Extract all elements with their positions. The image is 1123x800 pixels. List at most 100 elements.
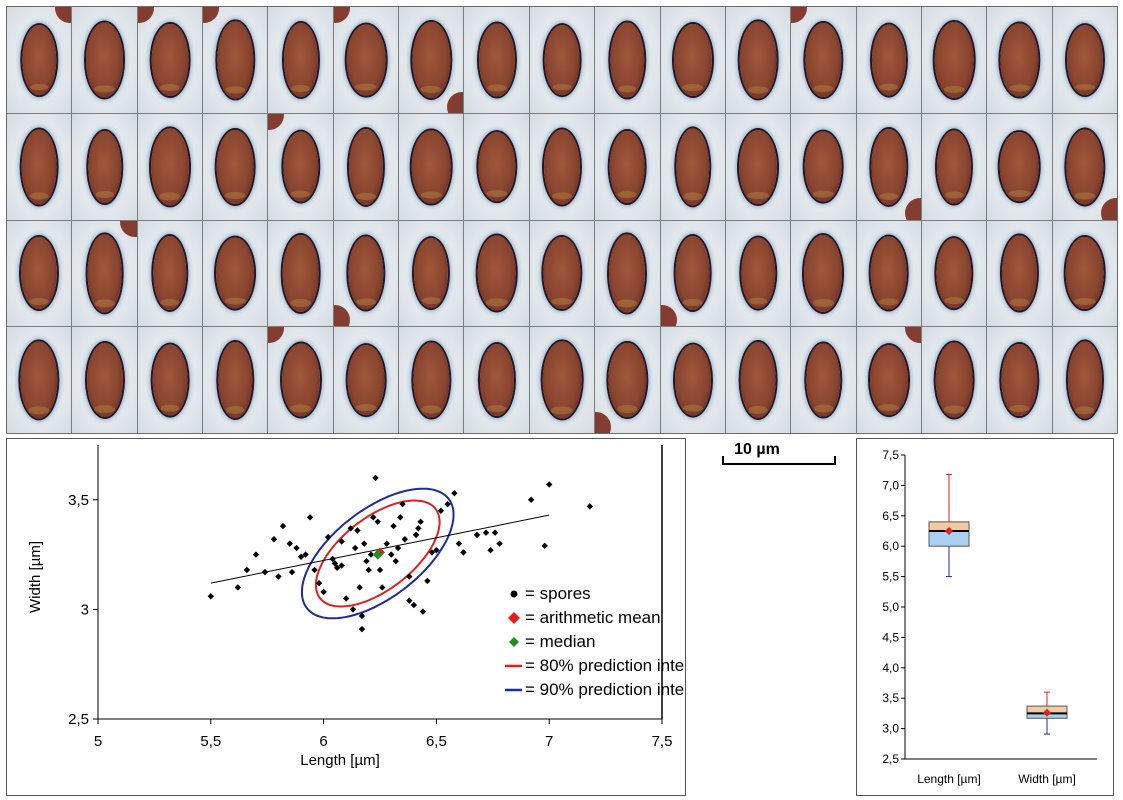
scatter-chart: 5 5,5 6 6,5 7 7,5 2,5 3 3,5 Length [µm] Width [µm]…: [27, 445, 685, 769]
spore-point: [390, 522, 397, 530]
legend-label: = 90% prediction interval ellipse: [525, 680, 685, 699]
spore-photo-tile: [856, 327, 921, 433]
spore-point: [451, 490, 458, 497]
x-tick-label: 7: [545, 733, 553, 750]
spore-photo-tile: [268, 113, 333, 220]
spore-point: [444, 500, 451, 508]
spore-photo-tile: [529, 327, 595, 433]
spore-point: [406, 573, 413, 580]
spore-photo-tile: [464, 7, 529, 113]
spore-image: [20, 341, 58, 419]
spore-image: [609, 234, 646, 312]
spore-image: [870, 236, 908, 310]
spore-photo-tile: [987, 327, 1052, 433]
spore-image: [413, 342, 449, 418]
scale-bar-tick-left: [722, 456, 724, 465]
box-y-tick-label: 4,5: [882, 630, 899, 644]
spore-image: [543, 237, 581, 310]
spore-image: [347, 345, 385, 416]
spore-image: [544, 24, 580, 95]
box-category-label: Width [µm]: [1018, 772, 1076, 786]
spore-point: [365, 566, 372, 574]
spore-point: [311, 566, 318, 574]
spore-image: [150, 128, 189, 206]
spore-image: [1066, 24, 1103, 95]
spore-image: [21, 129, 57, 205]
spore-point: [234, 584, 242, 591]
spore-point: [410, 601, 418, 609]
spore-point: [349, 606, 357, 613]
spore-image: [1066, 129, 1104, 205]
legend-background: [497, 583, 660, 695]
box-y-tick-label: 7,5: [882, 448, 899, 462]
debris-blob: [904, 327, 921, 344]
spore-point: [399, 500, 406, 508]
spore-photo-tile: [791, 113, 856, 220]
ellipse-90-percent: [300, 487, 455, 620]
spore-photo-tile: [595, 7, 660, 113]
spore-image: [479, 344, 514, 417]
spore-photo-tile: [203, 7, 268, 113]
spore-photo-tile: [333, 7, 399, 113]
spore-point: [354, 527, 361, 534]
spore-point: [286, 540, 293, 547]
spore-point: [293, 544, 300, 552]
debris-blob: [268, 113, 285, 130]
legend-label: = spores: [525, 584, 591, 603]
spore-photo-tile: [1052, 220, 1117, 327]
spore-point: [406, 597, 413, 604]
spore-photo-tile: [7, 113, 72, 220]
spore-photo-tile: [856, 113, 921, 220]
spore-photo-tile: [921, 327, 987, 433]
spore-image: [806, 343, 841, 417]
spore-image: [675, 236, 711, 311]
debris-blob: [447, 91, 464, 113]
spore-point: [415, 525, 422, 532]
spore-image: [675, 128, 710, 206]
spore-image: [674, 344, 711, 416]
spore-photo-tile: [660, 113, 725, 220]
spore-point: [496, 540, 503, 547]
scale-bar: 10 µm: [722, 441, 836, 465]
debris-blob: [904, 198, 921, 220]
spore-photo-tile: [725, 7, 791, 113]
spore-point: [473, 531, 481, 539]
spore-point: [455, 540, 463, 547]
spore-image: [542, 341, 582, 419]
spore-photo-tile: [791, 220, 856, 327]
spore-image: [934, 21, 974, 98]
debris-blob: [333, 305, 350, 327]
spore-image: [86, 343, 123, 418]
spore-point: [297, 553, 305, 560]
spore-point: [419, 608, 427, 615]
spore-photo-tile: [595, 113, 660, 220]
spore-photo-tile: [1052, 7, 1117, 113]
box-y-tick-label: 3,5: [882, 691, 899, 705]
spore-photo-tile: [791, 7, 856, 113]
legend-symbol-spore: [510, 590, 518, 598]
spore-photo-grid: [6, 6, 1118, 434]
spore-point: [252, 551, 260, 558]
spore-point: [351, 544, 359, 552]
debris-blob: [120, 220, 137, 237]
spore-point: [361, 540, 368, 547]
boxplot-chart: 2,5 3,0 3,5 4,0 4,5 5,0 5,5 6,0 6,5 7,0 7,5 Length …: [882, 448, 1097, 786]
spore-point: [275, 573, 282, 580]
spore-image: [153, 236, 187, 311]
spore-image: [739, 21, 777, 99]
spore-image: [152, 344, 188, 416]
spore-image: [217, 21, 253, 99]
spore-photo-tile: [921, 113, 987, 220]
spore-image: [22, 24, 56, 95]
spore-image: [414, 238, 449, 309]
box-y-tick-label: 5,5: [882, 570, 899, 584]
spore-point: [487, 547, 494, 554]
legend-label: = median: [525, 632, 595, 651]
spore-image: [610, 22, 645, 98]
spore-point: [342, 595, 350, 602]
spore-point: [482, 529, 490, 536]
spore-point: [376, 566, 384, 574]
debris-blob: [333, 7, 350, 23]
spore-image: [281, 343, 320, 417]
box-y-tick-label: 7,0: [882, 478, 899, 492]
